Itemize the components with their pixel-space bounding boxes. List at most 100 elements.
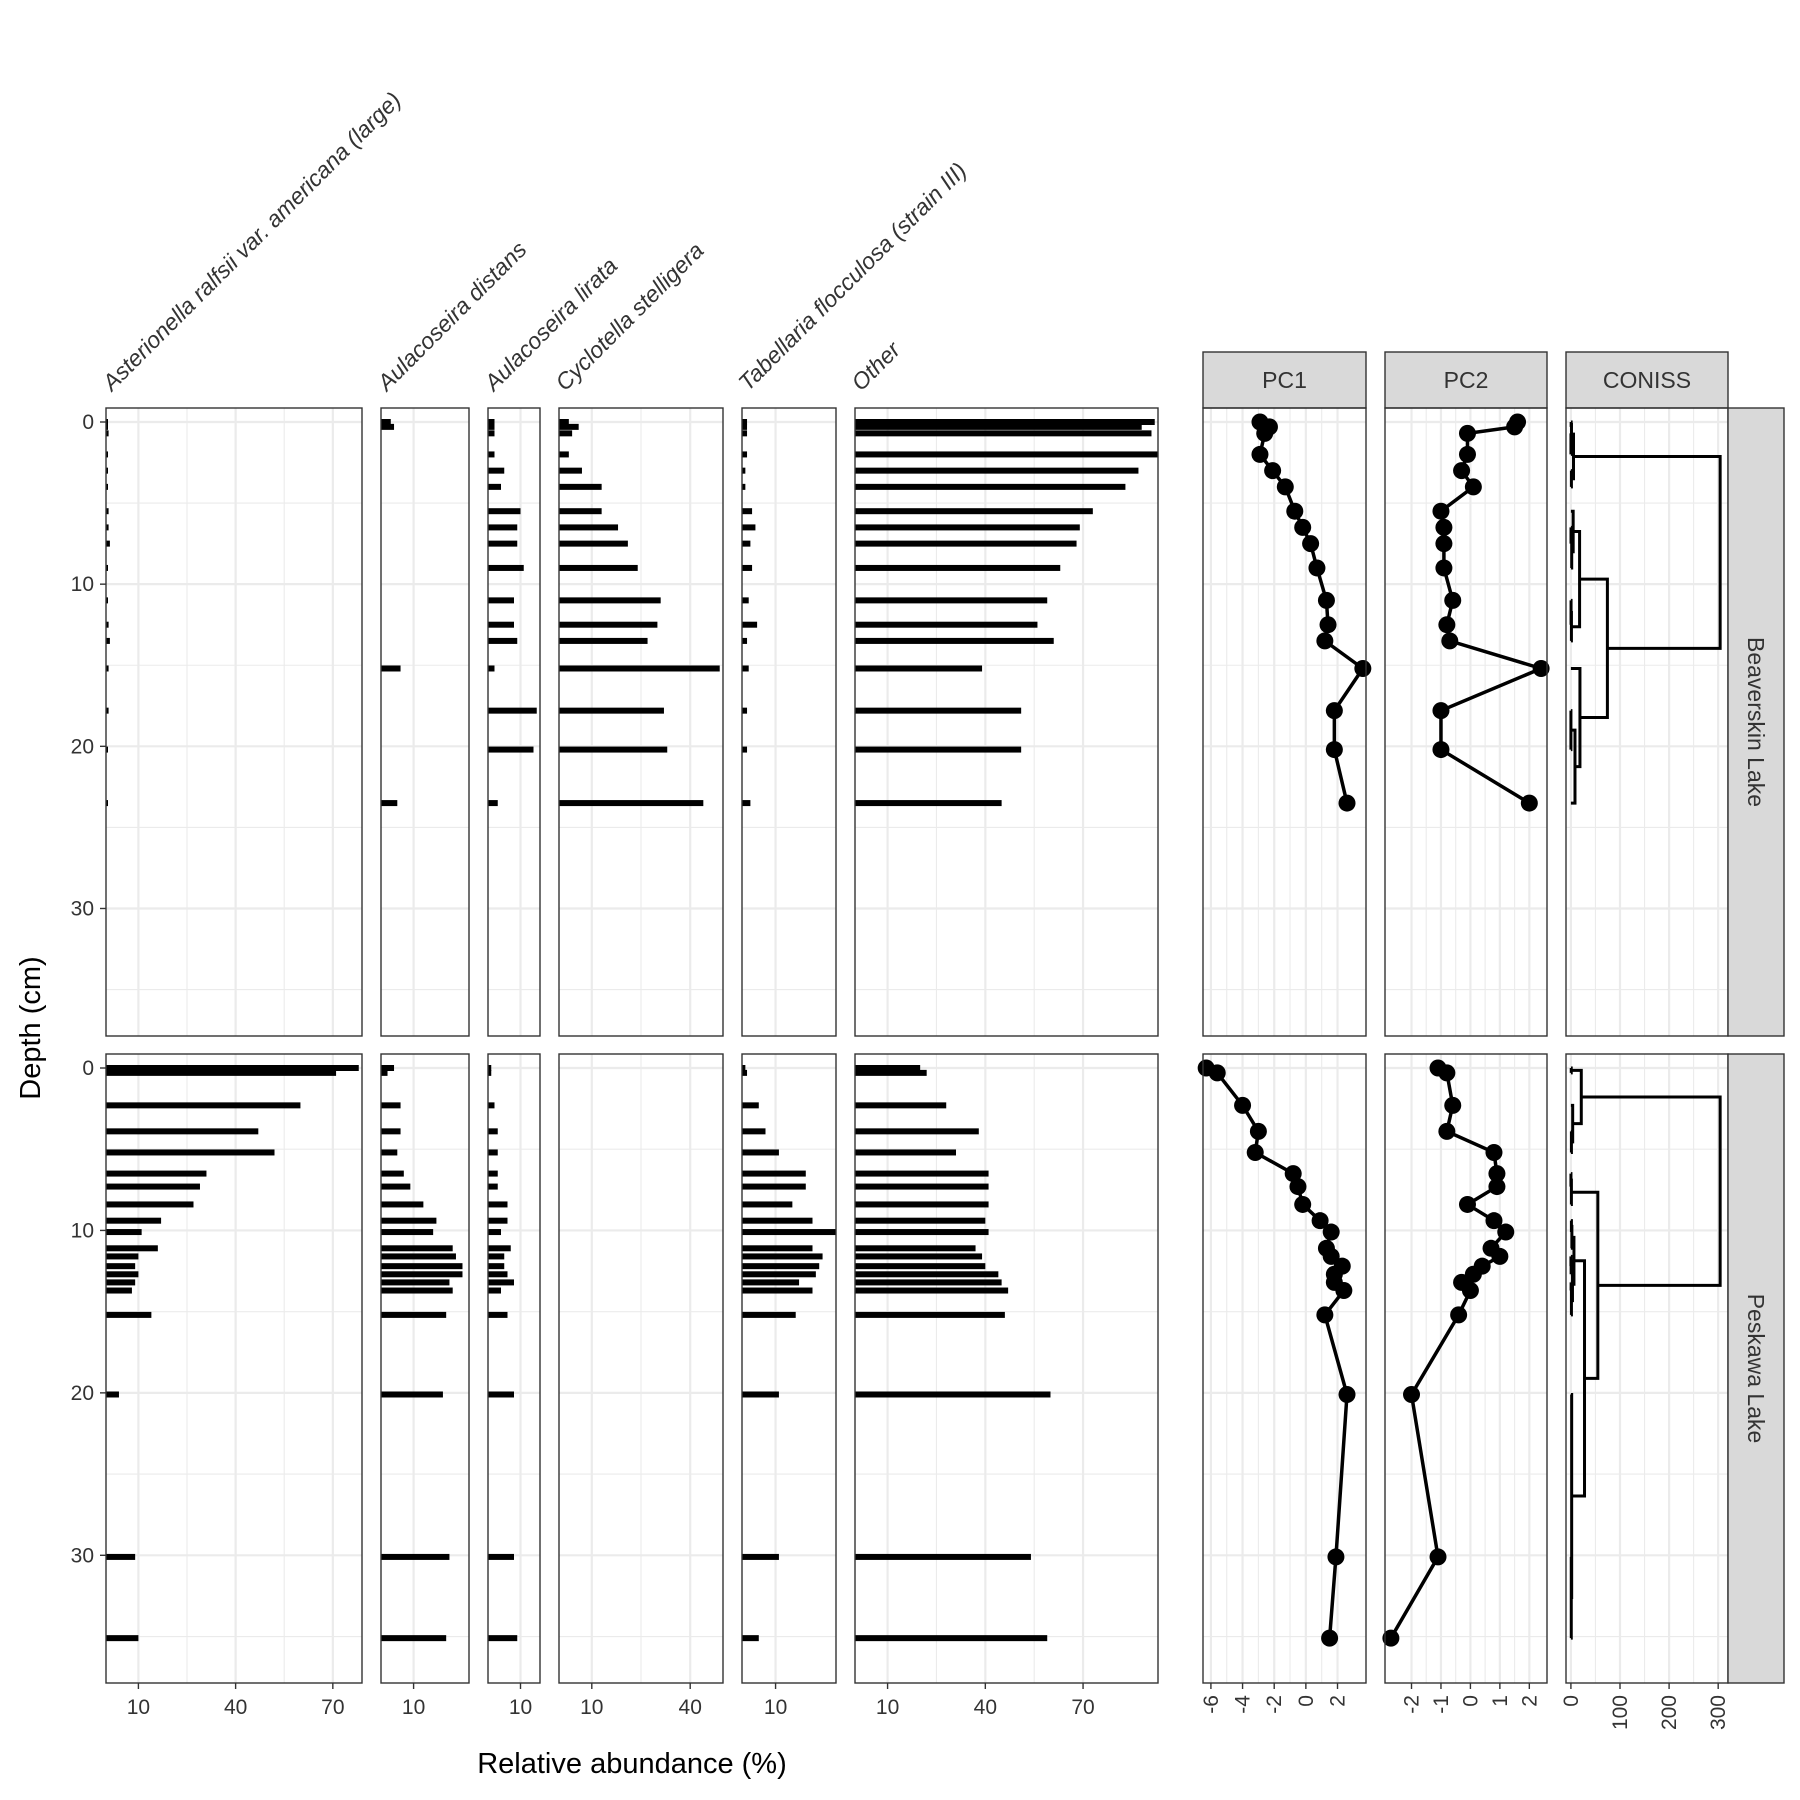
coniss-link [1581, 1095, 1722, 1287]
abundance-bar [742, 467, 746, 474]
abundance-bar [106, 1183, 200, 1190]
abundance-bar [488, 1102, 495, 1109]
abundance-bar [742, 1065, 746, 1071]
y-tick-label: 10 [71, 573, 94, 596]
abundance-bar [855, 1279, 1002, 1286]
panel-aulacoseira-lirata-beaverskin-lake-border [487, 407, 541, 1037]
abundance-bar [488, 1391, 514, 1398]
pc1-point [1294, 1195, 1312, 1213]
x-tick-label: 100 [1609, 1695, 1632, 1730]
pc2-point [1458, 424, 1476, 442]
x-tick-label: 1 [1489, 1695, 1512, 1707]
abundance-bar [855, 467, 1139, 474]
pc1-point [1251, 445, 1269, 463]
abundance-bar [488, 637, 518, 644]
abundance-bar [742, 621, 758, 628]
abundance-bar [559, 637, 648, 644]
panel-coniss-beaverskin-lake-border [1565, 407, 1729, 1037]
pc2-point [1432, 702, 1450, 720]
pc2-point [1461, 1282, 1479, 1300]
abundance-bar [742, 483, 746, 490]
abundance-bar [742, 800, 751, 807]
pc2-point [1458, 1195, 1476, 1213]
x-tick-label: 10 [764, 1696, 787, 1719]
abundance-bar [381, 1201, 424, 1208]
pc2-point [1520, 794, 1538, 812]
pc1-point [1316, 632, 1334, 650]
pc2-point [1485, 1212, 1503, 1230]
pc2-point [1488, 1178, 1506, 1196]
y-tick-label: 0 [82, 411, 94, 434]
abundance-bar [855, 419, 1155, 425]
coniss-link [1571, 1259, 1587, 1498]
x-axis-title: Relative abundance (%) [477, 1748, 787, 1780]
pc2-point [1444, 591, 1462, 609]
abundance-bar [855, 1183, 989, 1190]
panel-cyclotella-stelligera-peskawa-lake-border [558, 1053, 724, 1684]
pc2-point [1491, 1247, 1509, 1265]
pc2-point [1438, 616, 1456, 634]
abundance-bar [742, 1311, 796, 1318]
abundance-bar [855, 1263, 986, 1270]
abundance-bar [559, 508, 602, 515]
abundance-bar [488, 1149, 498, 1156]
abundance-bar [855, 1170, 989, 1177]
abundance-bar [559, 746, 668, 753]
abundance-bar [488, 1217, 508, 1224]
abundance-bar [559, 430, 573, 437]
abundance-bar [855, 1287, 1009, 1294]
abundance-bar [855, 1311, 1005, 1318]
coniss-link [1571, 1190, 1600, 1380]
pc2-strip-label: PC2 [1444, 367, 1489, 393]
pc1-point [1286, 502, 1304, 520]
pc2-point [1453, 462, 1471, 480]
abundance-bar [381, 1263, 463, 1270]
abundance-bar [488, 564, 524, 571]
abundance-bar [106, 707, 109, 714]
abundance-bar [742, 540, 751, 547]
pc2-point [1432, 741, 1450, 759]
abundance-bar [559, 467, 582, 474]
frame-layer [100, 351, 1785, 1689]
abundance-bar [106, 419, 108, 425]
pc1-point [1317, 591, 1335, 609]
pc1-point [1249, 1122, 1267, 1140]
abundance-bar [106, 1102, 301, 1109]
x-tick-label: -4 [1232, 1695, 1255, 1714]
x-tick-label: 10 [402, 1696, 425, 1719]
abundance-bar [855, 483, 1126, 490]
abundance-bar [855, 564, 1061, 571]
x-tick-label: 10 [127, 1696, 150, 1719]
abundance-bar [381, 1311, 447, 1318]
abundance-bar [855, 1065, 921, 1071]
abundance-bar [742, 508, 753, 515]
abundance-bar [106, 1217, 162, 1224]
abundance-bar [488, 1245, 511, 1252]
abundance-bar [106, 1253, 139, 1260]
abundance-bar [488, 1069, 492, 1076]
x-tick-label: 70 [321, 1696, 344, 1719]
abundance-bar [559, 419, 569, 425]
abundance-bar [488, 1229, 501, 1236]
abundance-bar [106, 1391, 119, 1398]
taxon-label-asterionella-ralfsii-var-americana-large: Asterionella ralfsii var. americana (lar… [96, 87, 406, 397]
abundance-bar [106, 1553, 136, 1560]
abundance-bar [742, 1553, 779, 1560]
coniss-link [1570, 534, 1574, 570]
abundance-bar [742, 1245, 813, 1252]
abundance-bar [488, 467, 505, 474]
abundance-bar [855, 665, 983, 672]
site-strip-peskawa-lake [1727, 1053, 1785, 1684]
panel-tabellaria-flocculosa-strain-iii-peskawa-lake-border [741, 1053, 837, 1684]
x-tick-label: 2 [1327, 1695, 1350, 1707]
pc1-point [1302, 535, 1320, 553]
y-tick-label: 10 [71, 1219, 94, 1242]
pc1-line [1205, 1066, 1349, 1639]
abundance-bar [488, 1253, 505, 1260]
abundance-bar [559, 451, 569, 458]
abundance-bar [742, 746, 748, 753]
pc1-strip-label: PC1 [1262, 367, 1307, 393]
abundance-bar [855, 430, 1152, 437]
x-tick-label: 0 [1560, 1695, 1583, 1707]
